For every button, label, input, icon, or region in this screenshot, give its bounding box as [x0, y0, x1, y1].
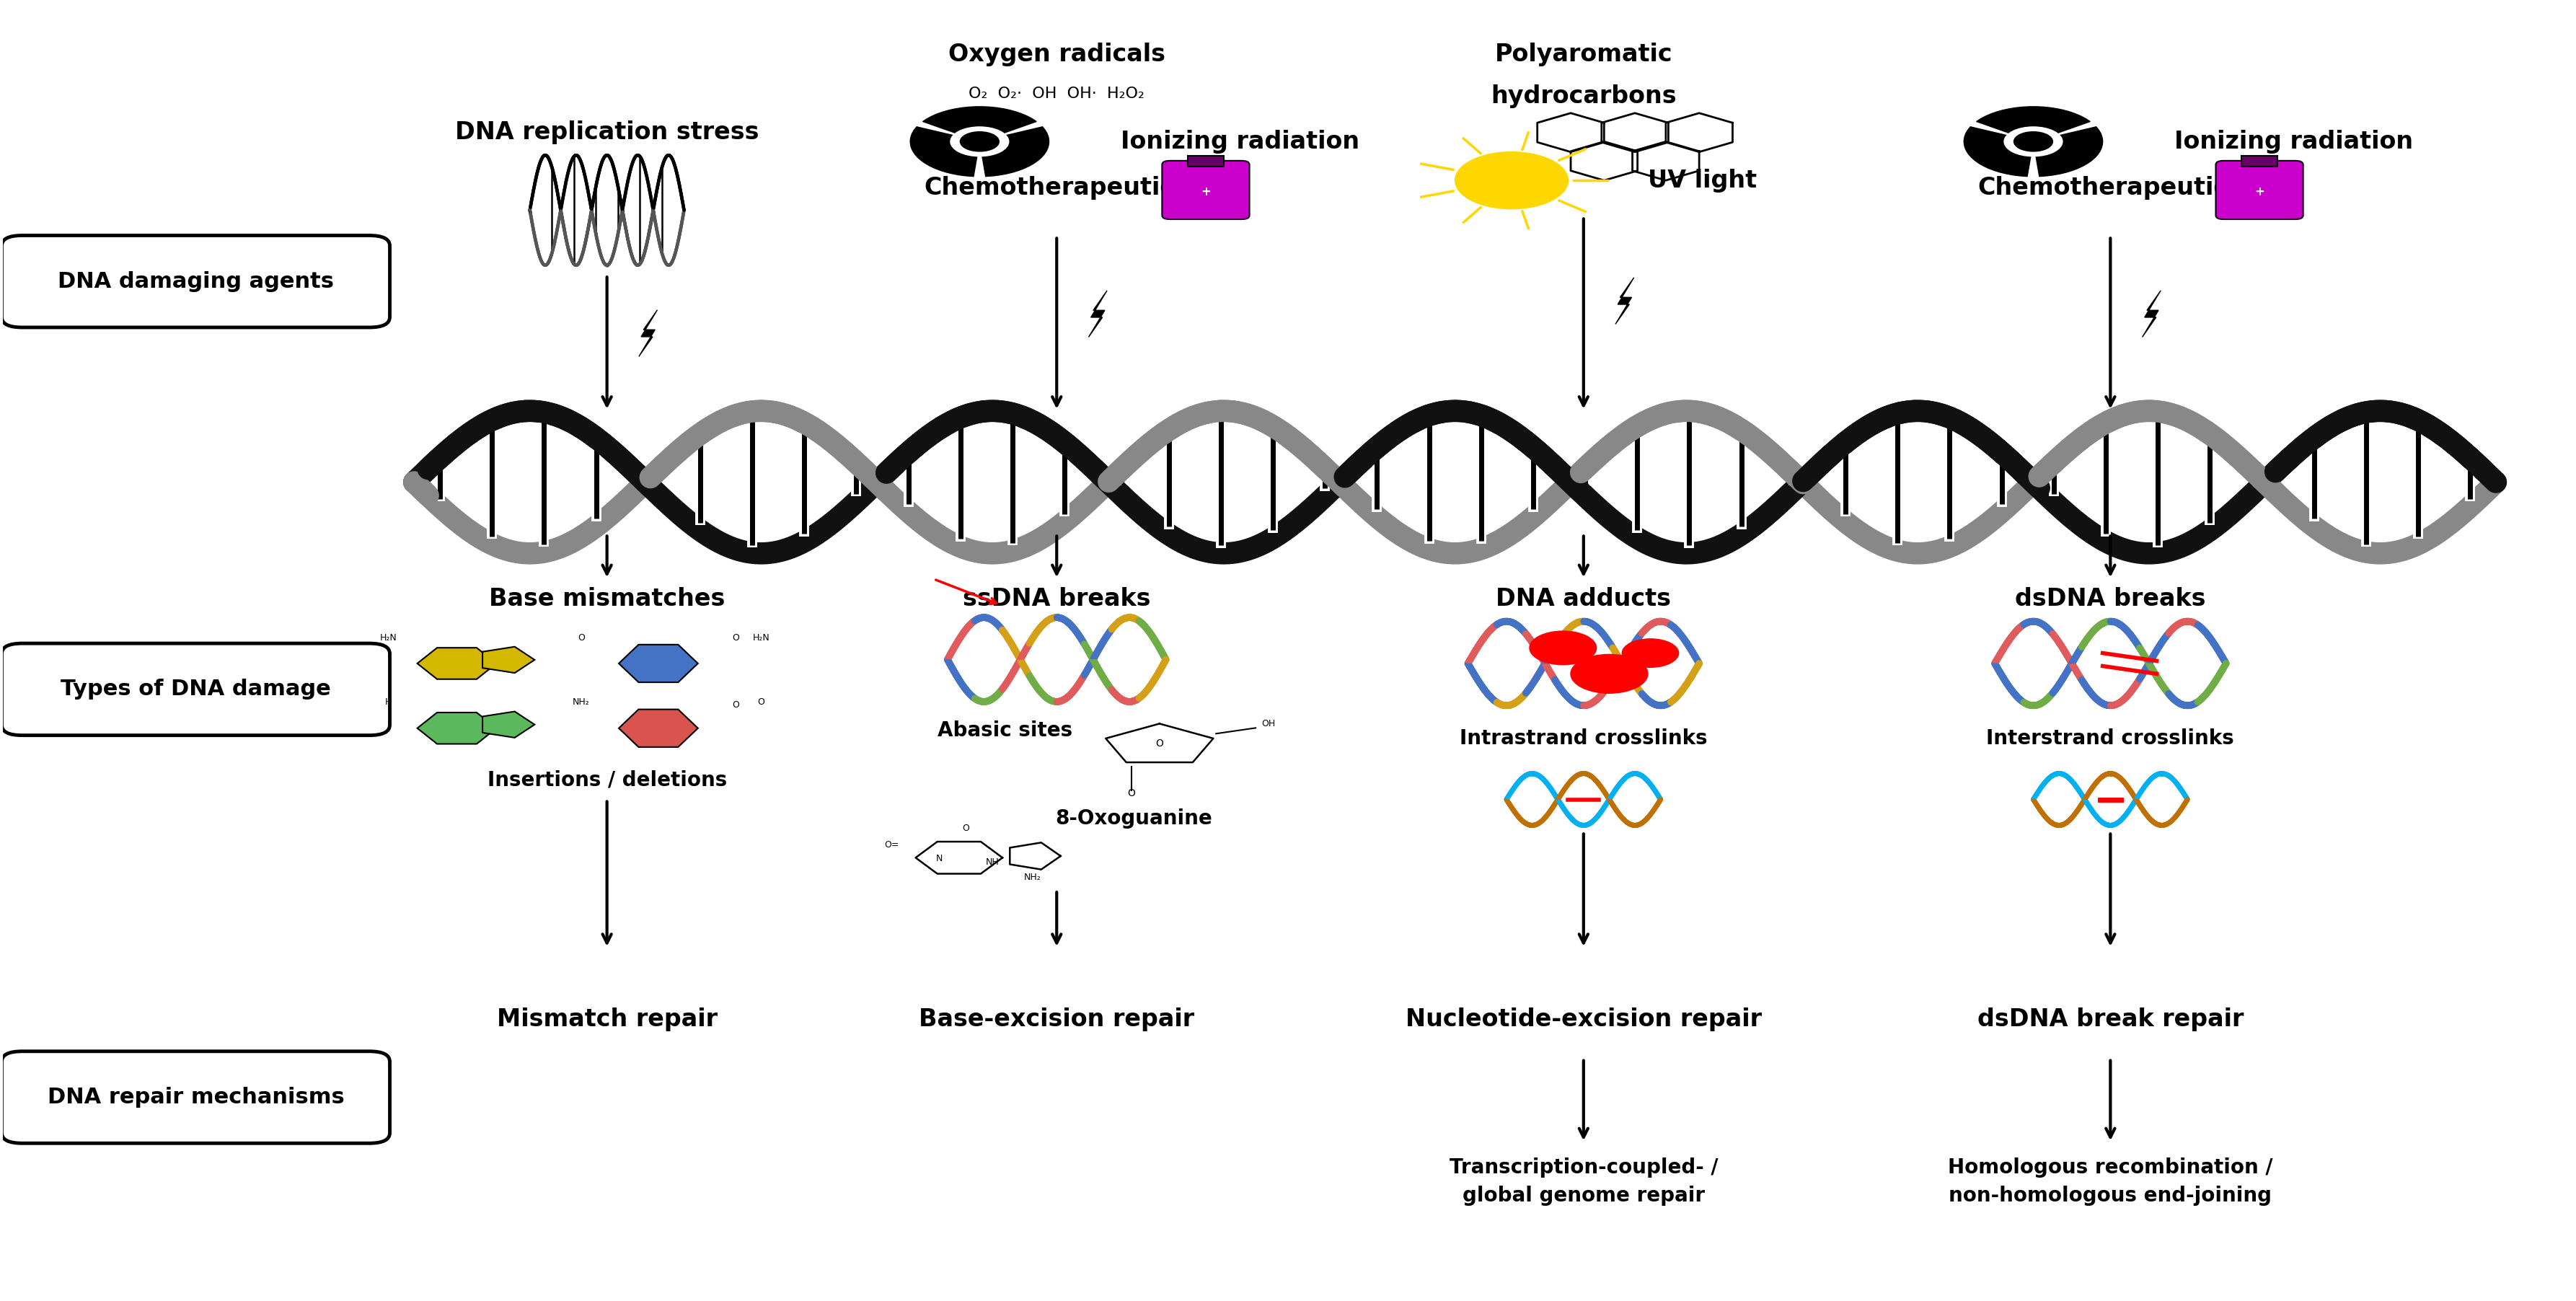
Text: Chemotherapeutics: Chemotherapeutics: [1978, 177, 2244, 200]
Text: O: O: [1128, 788, 1136, 799]
Text: Abasic sites: Abasic sites: [938, 721, 1072, 740]
Circle shape: [1623, 639, 1680, 667]
Polygon shape: [482, 647, 536, 673]
Text: Ionizing radiation: Ionizing radiation: [1121, 130, 1360, 154]
Polygon shape: [2143, 290, 2161, 337]
Text: dsDNA breaks: dsDNA breaks: [2014, 587, 2205, 610]
Text: Interstrand crosslinks: Interstrand crosslinks: [1986, 729, 2233, 748]
Text: Polyaromatic: Polyaromatic: [1494, 43, 1672, 66]
Text: dsDNA break repair: dsDNA break repair: [1978, 1008, 2244, 1032]
Text: N: N: [935, 853, 943, 864]
Text: Homologous recombination /
non-homologous end-joining: Homologous recombination / non-homologou…: [1947, 1158, 2272, 1206]
Polygon shape: [639, 310, 657, 356]
Text: Ionizing radiation: Ionizing radiation: [2174, 130, 2414, 154]
Circle shape: [1571, 654, 1649, 693]
Polygon shape: [1963, 126, 2032, 177]
Text: O: O: [577, 632, 585, 643]
Circle shape: [951, 127, 1010, 156]
Bar: [2241, 156, 2277, 167]
Circle shape: [2014, 131, 2053, 151]
Circle shape: [961, 131, 999, 151]
Text: Base-excision repair: Base-excision repair: [920, 1008, 1195, 1032]
Text: Insertions / deletions: Insertions / deletions: [487, 770, 726, 790]
Text: O: O: [963, 824, 969, 833]
Polygon shape: [417, 648, 497, 679]
Text: Oxygen radicals: Oxygen radicals: [948, 43, 1164, 66]
Text: H₂N: H₂N: [379, 632, 397, 643]
Text: Transcription-coupled- /
global genome repair: Transcription-coupled- / global genome r…: [1450, 1158, 1718, 1206]
Text: NH: NH: [987, 857, 999, 866]
Text: ssDNA breaks: ssDNA breaks: [963, 587, 1151, 610]
Polygon shape: [417, 713, 497, 744]
Polygon shape: [482, 712, 536, 738]
Circle shape: [1530, 631, 1597, 665]
Polygon shape: [1615, 277, 1633, 324]
Text: Types of DNA damage: Types of DNA damage: [62, 679, 330, 700]
Polygon shape: [1090, 290, 1108, 337]
Polygon shape: [922, 107, 1036, 142]
Text: Intrastrand crosslinks: Intrastrand crosslinks: [1461, 729, 1708, 748]
Text: 8-Oxoguanine: 8-Oxoguanine: [1056, 809, 1213, 829]
Text: O=: O=: [884, 840, 899, 850]
Text: DNA repair mechanisms: DNA repair mechanisms: [46, 1086, 345, 1107]
Polygon shape: [979, 126, 1048, 177]
Text: H₂N: H₂N: [752, 632, 770, 643]
Polygon shape: [1976, 107, 2089, 142]
Text: UV light: UV light: [1649, 169, 1757, 193]
Text: Nucleotide-excision repair: Nucleotide-excision repair: [1406, 1008, 1762, 1032]
Text: Mismatch repair: Mismatch repair: [497, 1008, 716, 1032]
Text: OH: OH: [1262, 719, 1275, 729]
Text: O₂  O₂·  OH  OH·  H₂O₂: O₂ O₂· OH OH· H₂O₂: [969, 86, 1144, 101]
Text: O: O: [732, 632, 739, 643]
Circle shape: [2004, 127, 2063, 156]
Text: O: O: [757, 697, 765, 706]
Polygon shape: [618, 709, 698, 747]
Text: +: +: [2254, 185, 2264, 198]
FancyBboxPatch shape: [3, 235, 389, 328]
Circle shape: [1455, 152, 1569, 209]
Polygon shape: [909, 126, 979, 177]
Text: DNA damaging agents: DNA damaging agents: [57, 271, 335, 291]
Polygon shape: [618, 644, 698, 682]
FancyBboxPatch shape: [1162, 161, 1249, 220]
FancyBboxPatch shape: [3, 1051, 389, 1144]
Circle shape: [2014, 131, 2053, 151]
Text: O: O: [732, 700, 739, 709]
Text: H: H: [386, 697, 392, 706]
Text: NH₂: NH₂: [1025, 873, 1041, 882]
Text: O: O: [1157, 739, 1164, 748]
Text: hydrocarbons: hydrocarbons: [1492, 85, 1677, 108]
Text: +: +: [1200, 185, 1211, 198]
Text: Base mismatches: Base mismatches: [489, 587, 724, 610]
Text: Chemotherapeutics: Chemotherapeutics: [925, 177, 1190, 200]
Bar: [1188, 156, 1224, 167]
Text: DNA replication stress: DNA replication stress: [456, 121, 760, 144]
Circle shape: [961, 131, 999, 151]
Text: DNA adducts: DNA adducts: [1497, 587, 1672, 610]
Text: NH₂: NH₂: [572, 697, 590, 706]
FancyBboxPatch shape: [3, 644, 389, 735]
Polygon shape: [2032, 126, 2102, 177]
FancyBboxPatch shape: [2215, 161, 2303, 220]
